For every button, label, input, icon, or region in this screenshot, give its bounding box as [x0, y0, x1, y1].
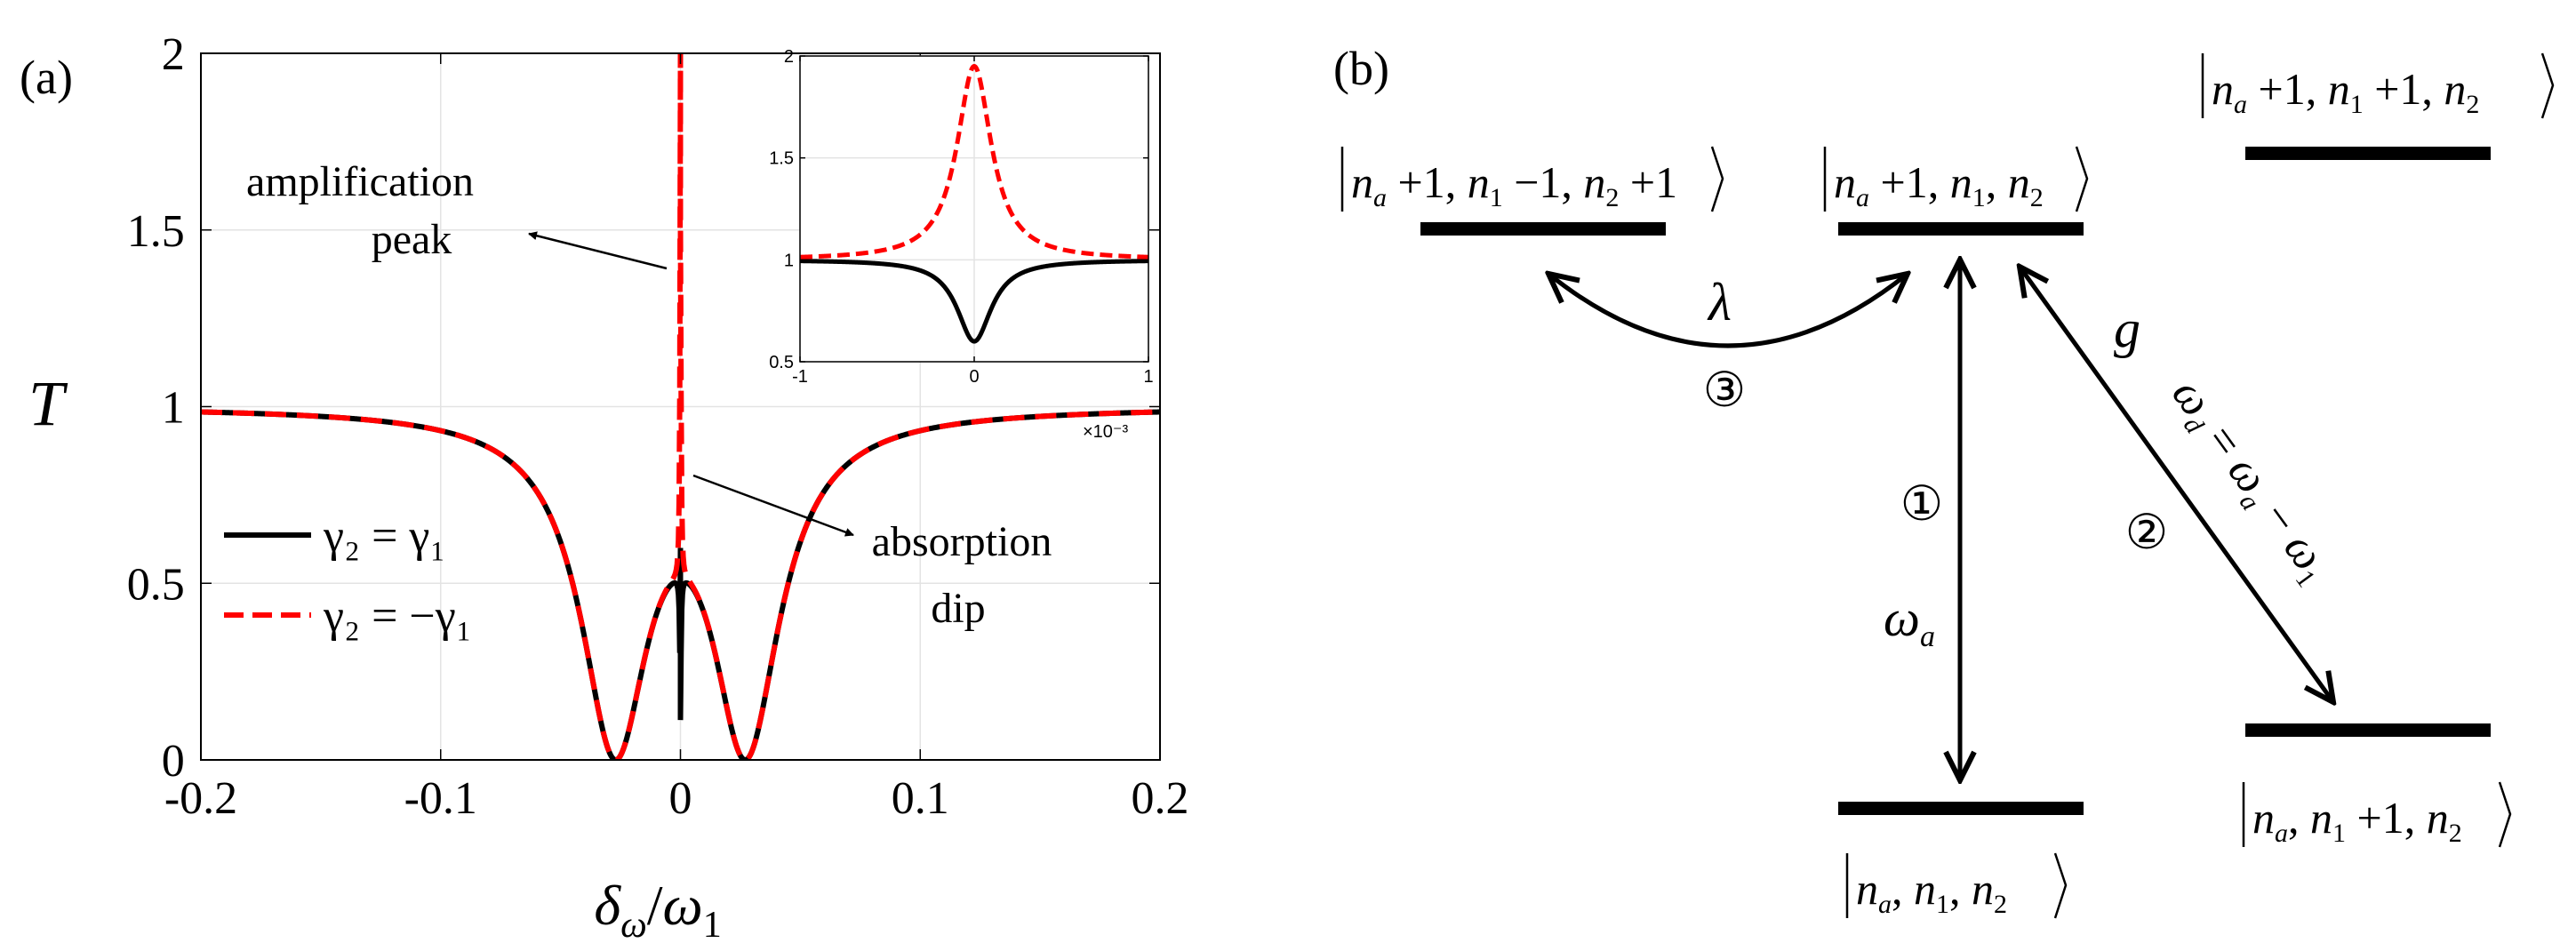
ket-angle — [2540, 52, 2555, 119]
inset-series-line-gamma2-neg — [800, 63, 1148, 260]
x-tick-label: 0 — [669, 773, 692, 824]
panel-a: (a) -0.2 -0.1 0 0.1 0.2 0 0.5 1 1.5 2 T δω/ω1 amp… — [20, 29, 1189, 943]
x-tick-label: -0.1 — [404, 773, 477, 824]
inset-exponent: ×10⁻³ — [1083, 422, 1128, 442]
x-tick-label: 0.2 — [1132, 773, 1189, 824]
ket-angle — [1710, 146, 1724, 212]
inset-series-line-gamma2-pos — [800, 259, 1148, 344]
legend-solid-text: γ₂ = γ₁ — [323, 511, 446, 562]
legend: γ₂ = γ₁ γ₂ = −γ₁ — [224, 511, 472, 642]
level-na-n11-n2 — [2245, 723, 2491, 737]
ket-text: na +1, n1 −1, n2 +1 — [1351, 157, 1677, 212]
ket-na1-n1-n2: na +1, n1, n2 — [1823, 146, 2089, 212]
ket-na-n1-n2: na, n1, n2 — [1845, 852, 2068, 919]
main-ticks: -0.2 -0.1 0 0.1 0.2 0 0.5 1 1.5 2 — [127, 29, 1189, 824]
y-tick-label: 0.5 — [127, 559, 185, 610]
x-tick-label: 0 — [969, 367, 979, 387]
absorption-label: absorption — [872, 518, 1052, 565]
absorption-arrow — [692, 474, 854, 537]
y-tick-label: 1 — [784, 251, 794, 270]
y-tick-label: 1 — [162, 383, 185, 434]
step-1-label: ① — [1900, 477, 1943, 531]
ket-angle — [2498, 781, 2512, 848]
x-axis-label: δω/ω1 — [594, 874, 721, 943]
omega-a-label: ωa — [1884, 589, 1935, 653]
level-na-n1-n2 — [1838, 802, 2084, 815]
ket-text: na, n1 +1, n2 — [2252, 793, 2462, 848]
inset-plot: -1 0 1 0.5 1 1.5 2 ×10⁻³ — [769, 47, 1153, 442]
amplification-label: amplification — [246, 158, 474, 205]
y-tick-label: 0.5 — [769, 353, 794, 372]
inset-curves — [800, 63, 1148, 344]
lambda-transition-arrow — [1548, 274, 1908, 348]
panel-b-label: (b) — [1333, 42, 1389, 95]
step-3-label: ③ — [1703, 364, 1746, 417]
y-tick-label: 1.5 — [127, 206, 185, 257]
level-na1-n11-n2 — [2245, 147, 2491, 160]
inset-ticks: -1 0 1 0.5 1 1.5 2 — [769, 47, 1153, 387]
ket-angle — [2075, 146, 2089, 212]
g-transition-arrow — [2020, 267, 2333, 702]
ket-angle — [2053, 852, 2068, 919]
y-tick-label: 0 — [162, 736, 185, 787]
x-tick-label: 0.1 — [892, 773, 949, 824]
y-tick-label: 2 — [784, 47, 794, 67]
omega-d-label: ωd = ωa − ω1 — [2158, 370, 2341, 593]
ket-na1-n1m1-n2p1: na +1, n1 −1, n2 +1 — [1340, 146, 1724, 212]
amplification-arrow — [528, 231, 668, 270]
legend-dashed-text: γ₂ = −γ₁ — [323, 591, 472, 642]
ket-text: na +1, n1 +1, n2 — [2212, 64, 2479, 119]
main-curves — [201, 53, 1160, 760]
ket-na1-n11-n2: na +1, n1 +1, n2 — [2201, 52, 2555, 119]
ket-na-n11-n2: na, n1 +1, n2 — [2242, 781, 2512, 848]
y-tick-label: 1.5 — [769, 149, 794, 169]
ket-text: na +1, n1, n2 — [1834, 157, 2044, 212]
peak-label: peak — [372, 216, 452, 263]
panel-a-label: (a) — [20, 51, 73, 104]
dip-label: dip — [931, 585, 985, 632]
panel-b: (b) na +1, n1 −1, n2 +1 na +1, n1, n2 na… — [1333, 42, 2555, 919]
level-na1-n1-n2 — [1838, 222, 2084, 236]
step-2-label: ② — [2125, 506, 2168, 559]
level-na1-n1m1-n2p1 — [1420, 222, 1666, 236]
x-tick-label: -0.2 — [164, 773, 237, 824]
y-axis-label: T — [28, 368, 68, 439]
x-tick-label: 1 — [1143, 367, 1153, 387]
x-tick-label: -1 — [792, 367, 808, 387]
g-label: g — [2114, 300, 2140, 358]
ket-text: na, n1, n2 — [1856, 864, 2007, 919]
y-tick-label: 2 — [162, 29, 185, 80]
lambda-label: λ — [1707, 273, 1732, 332]
series-line-gamma2-neg — [201, 53, 1160, 760]
